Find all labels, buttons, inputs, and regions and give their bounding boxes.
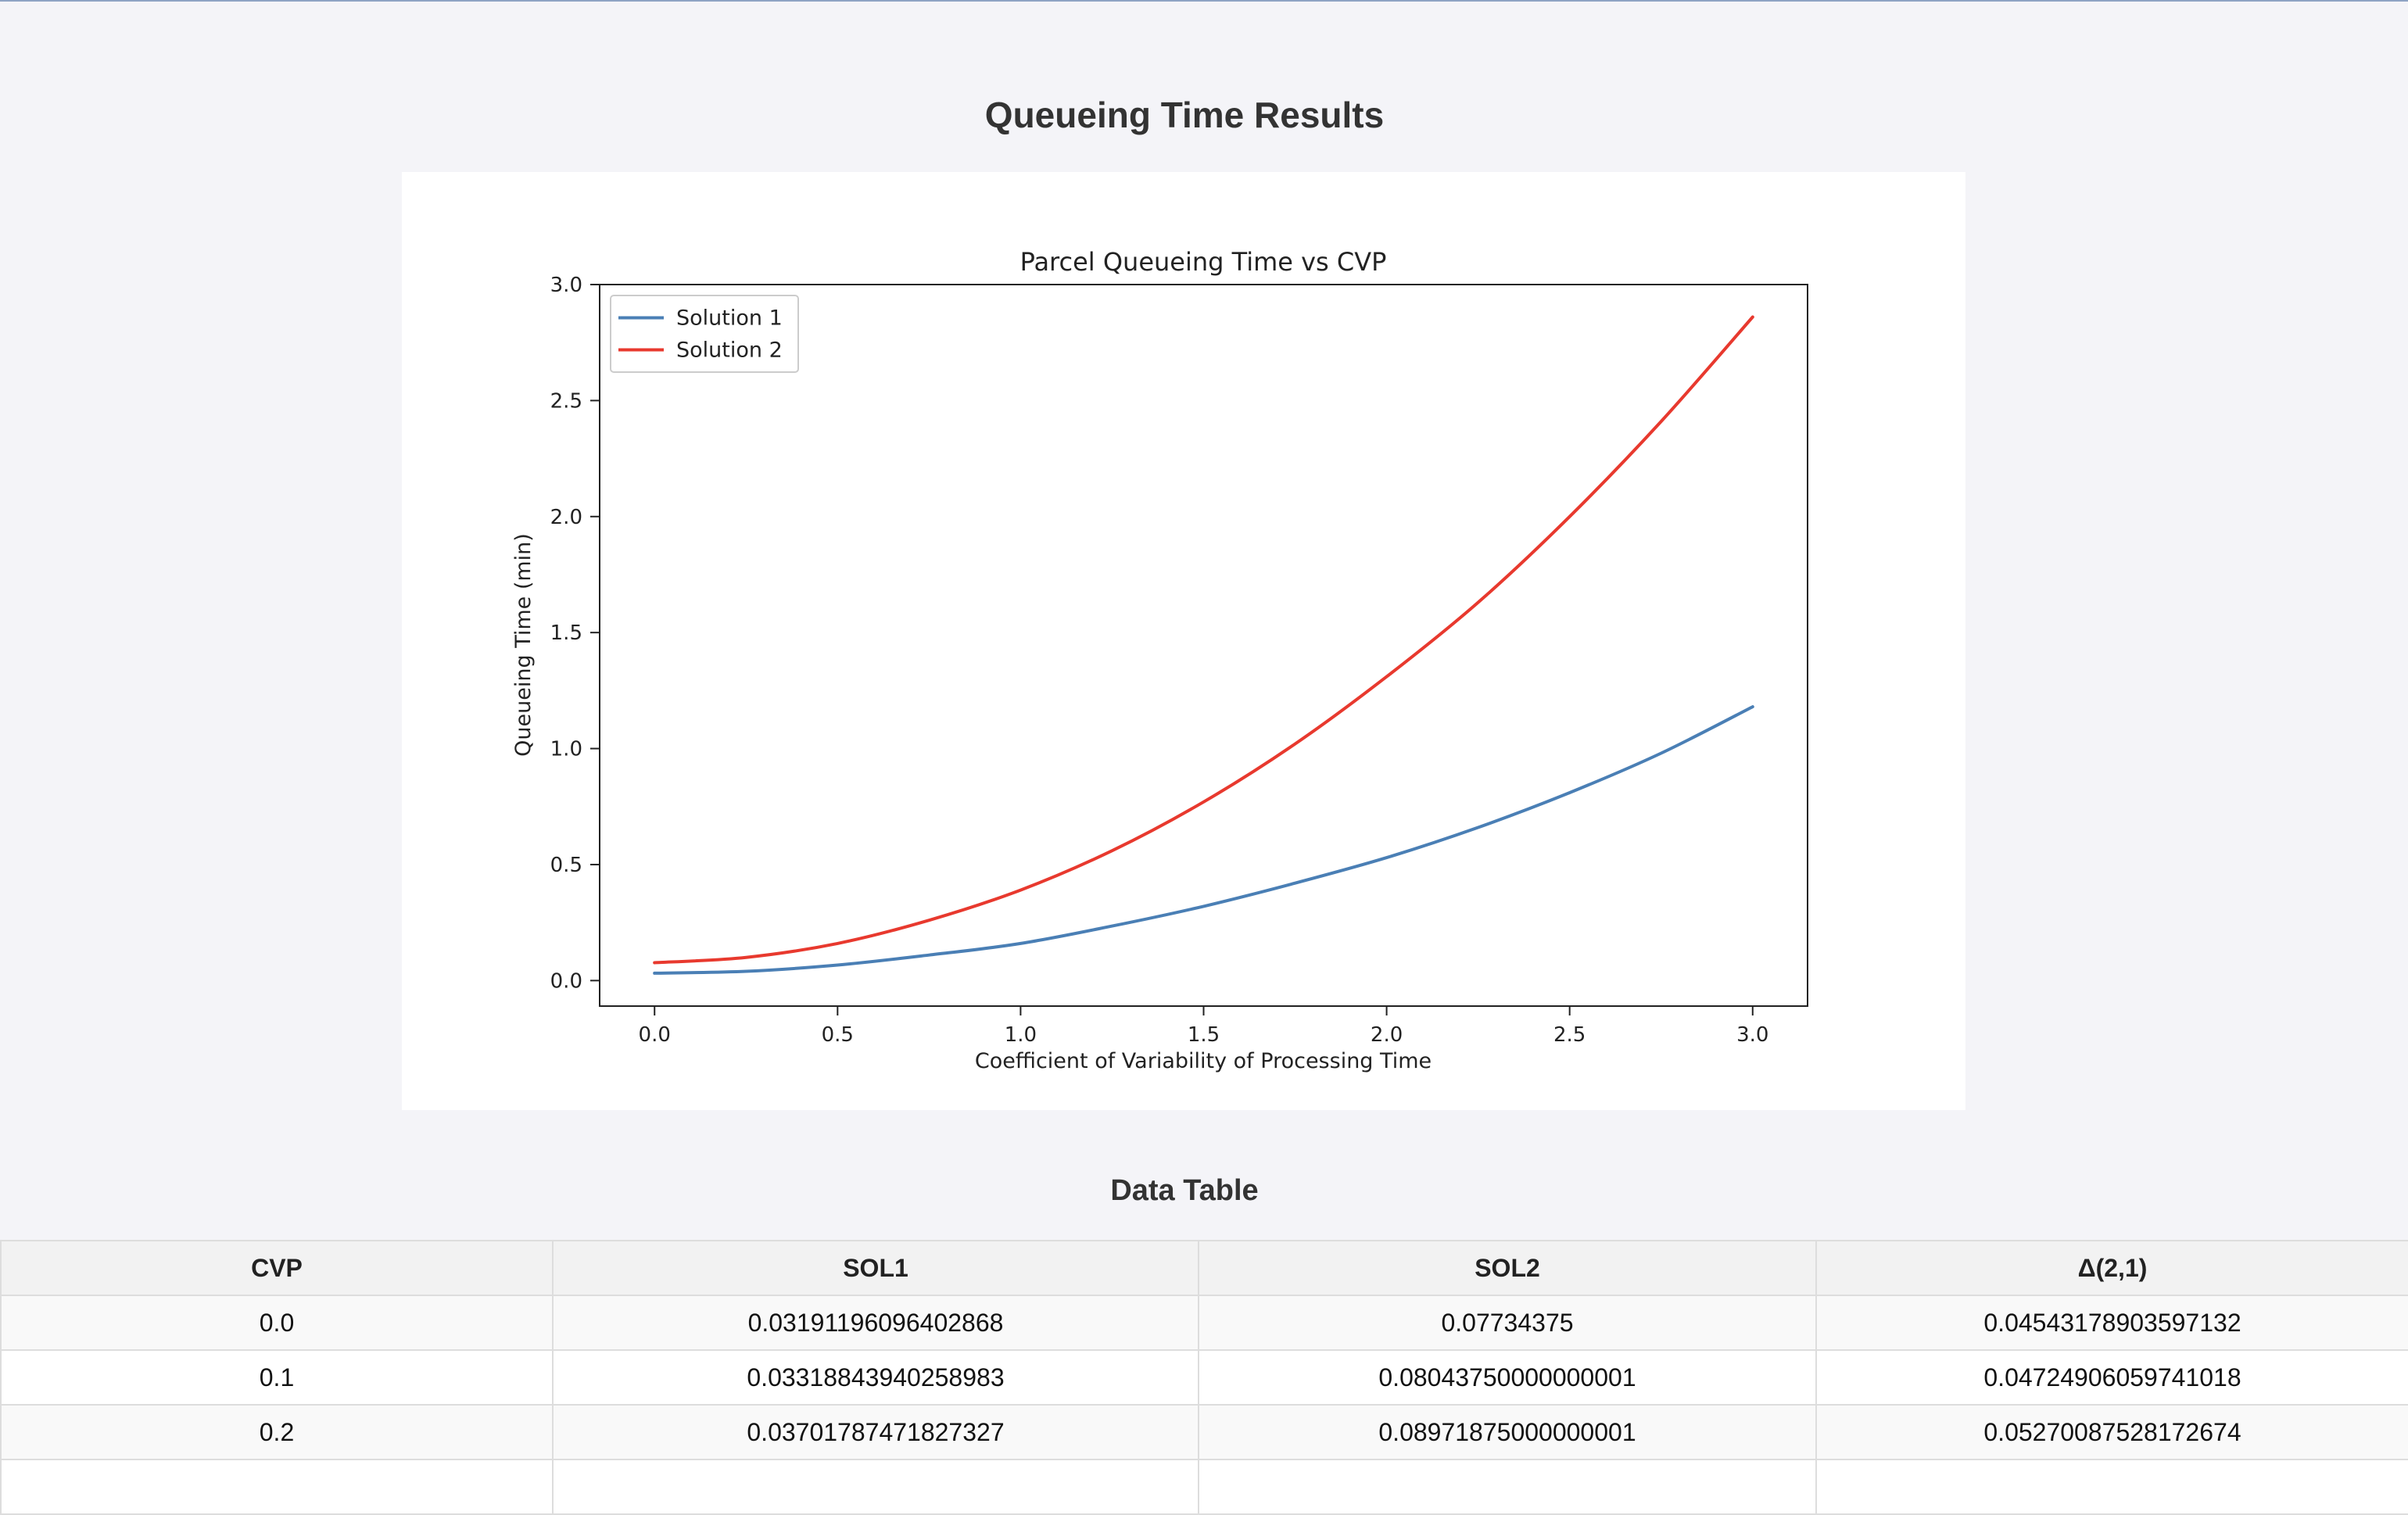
x-tick-label: 0.5	[822, 1023, 854, 1047]
y-tick-label: 1.5	[550, 621, 582, 645]
page-title: Queueing Time Results	[984, 95, 1385, 135]
x-tick-label: 0.0	[639, 1023, 671, 1047]
col-header-cvp: CVP	[0, 1240, 554, 1296]
chart-legend: Solution 1 Solution 2	[610, 295, 799, 373]
legend-label: Solution 2	[676, 338, 783, 363]
table-cell: 0.05270087528172674	[1815, 1404, 2408, 1460]
table-cell: 0.07734375	[1198, 1295, 1817, 1351]
y-tick-label: 2.5	[550, 389, 582, 413]
chart-title: Parcel Queueing Time vs CVP	[1020, 247, 1387, 277]
table-cell: 0.1	[0, 1349, 554, 1406]
table-row: 0.1 0.03318843940258983 0.08043750000000…	[0, 1349, 2408, 1406]
table-cell: 0.03191196096402868	[552, 1295, 1199, 1351]
data-table: CVP SOL1 SOL2 Δ(2,1) 0.0 0.0319119609640…	[0, 1240, 2408, 1515]
series-line-1	[653, 705, 1754, 975]
y-tick-label: 0.0	[550, 969, 582, 993]
x-tick-label: 2.0	[1371, 1023, 1403, 1047]
table-cell: 0.04724906059741018	[1815, 1349, 2408, 1406]
table-header-row: CVP SOL1 SOL2 Δ(2,1)	[0, 1240, 2408, 1296]
x-axis-label: Coefficient of Variability of Processing…	[975, 1049, 1432, 1073]
table-cell: 0.2	[0, 1404, 554, 1460]
table-cell: 0.04543178903597132	[1815, 1295, 2408, 1351]
series-line-2	[653, 315, 1754, 965]
table-row	[0, 1459, 2408, 1515]
y-tick-label: 0.5	[550, 854, 582, 877]
table-cell	[0, 1459, 554, 1515]
col-header-delta: Δ(2,1)	[1815, 1240, 2408, 1296]
y-axis: 0.0 0.5 1.0 1.5 2.0 2.5 3.0	[550, 274, 600, 993]
x-axis: 0.0 0.5 1.0 1.5 2.0 2.5 3.0	[639, 1006, 1768, 1047]
table-cell	[552, 1459, 1199, 1515]
table-cell	[1815, 1459, 2408, 1515]
x-tick-label: 3.0	[1736, 1023, 1768, 1047]
table-cell: 0.08971875000000001	[1198, 1404, 1817, 1460]
y-tick-label: 2.0	[550, 506, 582, 529]
table-row: 0.2 0.03701787471827327 0.08971875000000…	[0, 1404, 2408, 1460]
y-tick-label: 1.0	[550, 738, 582, 761]
plot-area	[599, 284, 1808, 1007]
x-tick-label: 2.5	[1553, 1023, 1586, 1047]
x-tick-label: 1.5	[1188, 1023, 1220, 1047]
table-row: 0.0 0.03191196096402868 0.07734375 0.045…	[0, 1295, 2408, 1351]
table-cell: 0.03701787471827327	[552, 1404, 1199, 1460]
legend-label: Solution 1	[676, 306, 783, 331]
legend-box	[610, 295, 799, 373]
table-cell: 0.03318843940258983	[552, 1349, 1199, 1406]
chart-card: Parcel Queueing Time vs CVP 0.0 0.5 1.0 1.5…	[402, 172, 1965, 1110]
table-title: Data Table	[1110, 1174, 1259, 1207]
col-header-sol2: SOL2	[1198, 1240, 1817, 1296]
y-tick-label: 3.0	[550, 274, 582, 297]
x-tick-label: 1.0	[1005, 1023, 1037, 1047]
series-lines	[653, 315, 1754, 975]
table-cell: 0.0	[0, 1295, 554, 1351]
y-axis-label: Queueing Time (min)	[511, 533, 536, 757]
table-cell	[1198, 1459, 1817, 1515]
table-cell: 0.08043750000000001	[1198, 1349, 1817, 1406]
col-header-sol1: SOL1	[552, 1240, 1199, 1296]
queueing-time-chart: Parcel Queueing Time vs CVP 0.0 0.5 1.0 1.5…	[511, 247, 1808, 1073]
